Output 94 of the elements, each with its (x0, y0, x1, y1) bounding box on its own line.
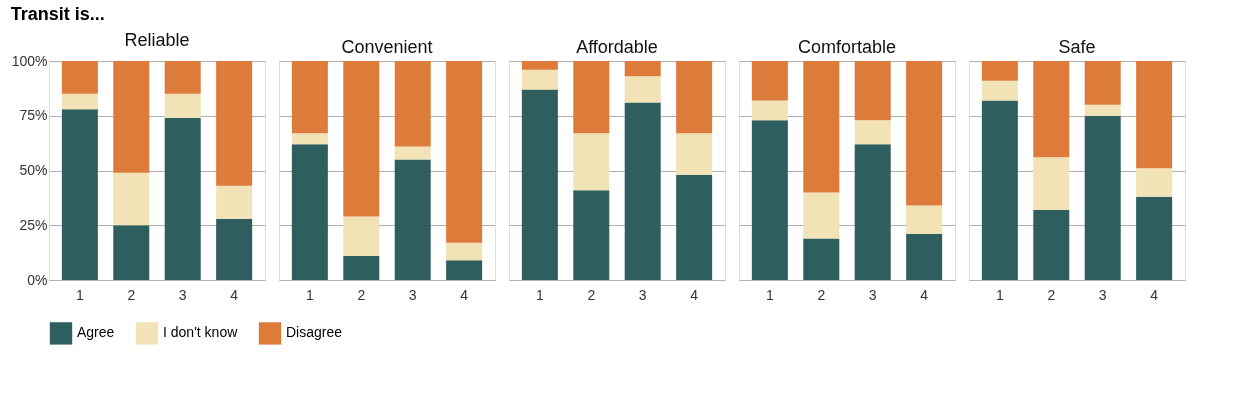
y-tick-label: 100% (11, 52, 48, 69)
legend-label: Disagree (286, 324, 343, 341)
bar (113, 61, 150, 173)
bar (906, 61, 943, 206)
x-tick-label: 3 (868, 286, 877, 303)
x-tick-label: 2 (127, 286, 136, 303)
bar (291, 144, 328, 280)
bar (803, 192, 840, 239)
chart-title: Affordable (576, 37, 658, 57)
y-tick-label: 75% (19, 107, 48, 124)
bar (521, 89, 558, 280)
bar (624, 76, 661, 103)
x-tick-label: 1 (75, 286, 84, 303)
x-tick-label: 1 (305, 286, 314, 303)
bar (751, 61, 788, 101)
bar (446, 260, 483, 280)
bar (113, 172, 150, 226)
bar (394, 159, 431, 280)
x-tick-label: 4 (690, 286, 699, 303)
bar (1084, 115, 1121, 280)
bar (521, 61, 558, 70)
bar (624, 61, 661, 77)
bar (751, 120, 788, 280)
chart-title: Convenient (341, 37, 433, 57)
y-tick-label: 25% (19, 216, 48, 233)
bar (343, 61, 380, 217)
bar (216, 61, 253, 186)
x-tick-label: 4 (1150, 286, 1159, 303)
bar (394, 61, 431, 147)
x-tick-label: 4 (460, 286, 469, 303)
x-tick-label: 2 (357, 286, 366, 303)
bar (291, 133, 328, 145)
bar (446, 61, 483, 243)
x-tick-label: 3 (408, 286, 417, 303)
bar (981, 61, 1018, 81)
bar (573, 61, 610, 134)
bar (981, 80, 1018, 101)
bar (1033, 157, 1070, 210)
bar (676, 133, 713, 175)
bar (676, 174, 713, 280)
bar (1136, 168, 1173, 197)
bar (521, 69, 558, 90)
bar (216, 218, 253, 280)
bar (61, 109, 98, 280)
x-tick-label: 1 (535, 286, 544, 303)
bar (446, 242, 483, 261)
bar (1084, 61, 1121, 105)
chart-title: Safe (1058, 37, 1096, 57)
bar (343, 255, 380, 280)
bar (1136, 61, 1173, 169)
bar (164, 61, 201, 94)
bar (1084, 104, 1121, 116)
x-tick-label: 3 (638, 286, 647, 303)
bar (1033, 61, 1070, 158)
y-tick-label: 0% (27, 271, 48, 288)
bar (803, 238, 840, 280)
legend-label: I don't know (163, 324, 239, 341)
bar (803, 61, 840, 193)
x-tick-label: 1 (995, 286, 1004, 303)
x-tick-label: 4 (230, 286, 239, 303)
bar (61, 61, 98, 94)
bar (906, 234, 943, 280)
bar (343, 216, 380, 256)
x-tick-label: 4 (920, 286, 929, 303)
bar (751, 100, 788, 121)
x-tick-label: 1 (765, 286, 774, 303)
bar (61, 93, 98, 110)
x-tick-label: 2 (817, 286, 826, 303)
bar (164, 117, 201, 280)
text: Transit is... (10, 3, 105, 24)
chart-title: Reliable (124, 30, 190, 50)
bar (854, 61, 891, 121)
x-tick-label: 3 (1098, 286, 1107, 303)
bar (981, 100, 1018, 280)
legend-label: Agree (77, 324, 115, 341)
x-tick-label: 2 (1047, 286, 1056, 303)
bar (676, 61, 713, 134)
bar (394, 146, 431, 160)
bar (573, 133, 610, 191)
chart-title: Comfortable (797, 37, 897, 57)
bar (854, 144, 891, 280)
bar (216, 185, 253, 219)
x-tick-label: 2 (587, 286, 596, 303)
y-tick-label: 50% (19, 162, 48, 178)
x-tick-label: 3 (178, 286, 187, 303)
bar (1033, 209, 1070, 280)
bar (854, 120, 891, 145)
bar (624, 102, 661, 280)
bar (291, 61, 328, 134)
bar (573, 190, 610, 280)
bar (906, 205, 943, 235)
bar (164, 93, 201, 118)
bar (1136, 196, 1173, 280)
bar (113, 225, 150, 280)
